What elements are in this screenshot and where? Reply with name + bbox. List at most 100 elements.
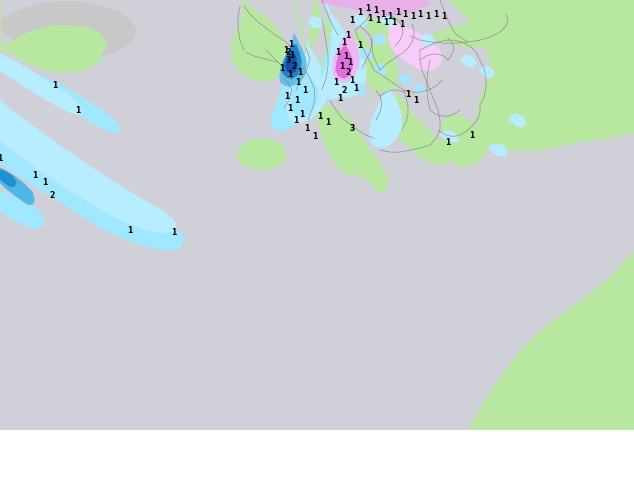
Polygon shape <box>355 84 366 94</box>
Polygon shape <box>0 112 184 250</box>
Polygon shape <box>375 64 386 74</box>
Text: 1: 1 <box>358 8 363 17</box>
Text: 1: 1 <box>346 30 351 40</box>
Polygon shape <box>370 90 402 147</box>
Text: 1: 1 <box>49 460 56 470</box>
Polygon shape <box>440 131 458 142</box>
Text: 1: 1 <box>365 3 371 13</box>
Text: ©weatheronline.co.uk: ©weatheronline.co.uk <box>496 460 631 470</box>
Text: 10: 10 <box>71 460 84 470</box>
Polygon shape <box>0 26 108 72</box>
Polygon shape <box>291 68 318 115</box>
Text: 1: 1 <box>304 123 309 133</box>
Text: 1: 1 <box>373 5 378 15</box>
Polygon shape <box>320 0 354 99</box>
Polygon shape <box>237 139 286 169</box>
Text: 1: 1 <box>425 12 430 21</box>
Text: 1: 1 <box>288 40 294 49</box>
Polygon shape <box>315 20 388 192</box>
Text: 5: 5 <box>63 460 70 470</box>
Polygon shape <box>400 74 411 84</box>
Text: 1: 1 <box>367 14 373 23</box>
Text: 1: 1 <box>441 12 446 21</box>
Polygon shape <box>340 72 350 82</box>
Text: Rain: Rain <box>3 460 30 470</box>
Text: 1: 1 <box>353 84 359 93</box>
Text: 30: 30 <box>97 460 110 470</box>
Text: 1: 1 <box>32 171 37 180</box>
Polygon shape <box>0 168 34 204</box>
Text: 20: 20 <box>379 460 392 470</box>
Text: 1: 1 <box>280 64 285 73</box>
Polygon shape <box>389 20 442 70</box>
Text: 50: 50 <box>123 460 137 470</box>
Text: 1: 1 <box>53 81 58 90</box>
Polygon shape <box>352 15 367 26</box>
Text: 1: 1 <box>75 106 81 115</box>
Text: Snow:: Snow: <box>290 460 324 470</box>
Text: 40: 40 <box>110 460 124 470</box>
Polygon shape <box>430 24 516 47</box>
Text: Rain/Snowfall rate [mm/h] GFS: Rain/Snowfall rate [mm/h] GFS <box>3 437 221 450</box>
Polygon shape <box>480 66 494 78</box>
Polygon shape <box>415 84 425 94</box>
Text: 1: 1 <box>287 70 293 78</box>
Polygon shape <box>420 34 435 46</box>
Text: 1: 1 <box>403 10 408 19</box>
Text: 0.1: 0.1 <box>325 460 346 470</box>
Text: 1: 1 <box>391 18 397 26</box>
Text: 1: 1 <box>341 38 347 47</box>
Text: 1: 1 <box>469 131 475 140</box>
Text: 1: 1 <box>283 46 288 54</box>
Text: 1: 1 <box>295 77 301 87</box>
Polygon shape <box>344 58 355 68</box>
Text: 1: 1 <box>344 460 351 470</box>
Text: 1: 1 <box>171 228 177 237</box>
Text: 1: 1 <box>399 20 404 28</box>
Polygon shape <box>360 20 448 165</box>
Text: 2: 2 <box>285 48 290 57</box>
Text: 1: 1 <box>349 75 354 85</box>
Text: 1: 1 <box>339 62 345 71</box>
Text: 1: 1 <box>384 18 389 26</box>
Polygon shape <box>336 45 352 78</box>
Polygon shape <box>296 0 340 94</box>
Text: 1: 1 <box>417 10 423 19</box>
Polygon shape <box>343 30 372 74</box>
Text: 20: 20 <box>84 460 98 470</box>
Polygon shape <box>0 2 136 60</box>
Text: 1: 1 <box>294 96 300 104</box>
Text: 1: 1 <box>396 8 401 17</box>
Polygon shape <box>470 252 634 430</box>
Polygon shape <box>330 30 345 41</box>
Text: 1: 1 <box>337 94 342 102</box>
Polygon shape <box>364 40 398 92</box>
Polygon shape <box>320 0 430 15</box>
Text: 1: 1 <box>358 41 363 49</box>
Text: 2: 2 <box>49 191 55 199</box>
Polygon shape <box>282 85 298 112</box>
Text: 1: 1 <box>387 12 392 21</box>
Text: 1: 1 <box>318 112 323 121</box>
Text: 2: 2 <box>351 460 358 470</box>
Text: 1: 1 <box>285 92 290 100</box>
Text: 1: 1 <box>347 58 353 67</box>
Text: 1: 1 <box>297 68 302 76</box>
Polygon shape <box>308 17 323 28</box>
Text: 1: 1 <box>302 86 307 95</box>
Polygon shape <box>380 15 395 26</box>
Polygon shape <box>272 52 306 130</box>
Text: 3: 3 <box>349 123 354 133</box>
Text: 1: 1 <box>349 16 354 24</box>
Text: 2: 2 <box>292 62 297 71</box>
Text: 5: 5 <box>358 460 365 470</box>
Text: 1: 1 <box>405 90 411 98</box>
Text: 1: 1 <box>380 10 385 19</box>
Text: 1: 1 <box>299 110 304 119</box>
Text: 2: 2 <box>346 68 351 76</box>
Text: 0.1: 0.1 <box>30 460 50 470</box>
Polygon shape <box>0 170 16 186</box>
Text: 1: 1 <box>445 138 451 147</box>
Polygon shape <box>296 0 368 175</box>
Polygon shape <box>360 49 372 59</box>
